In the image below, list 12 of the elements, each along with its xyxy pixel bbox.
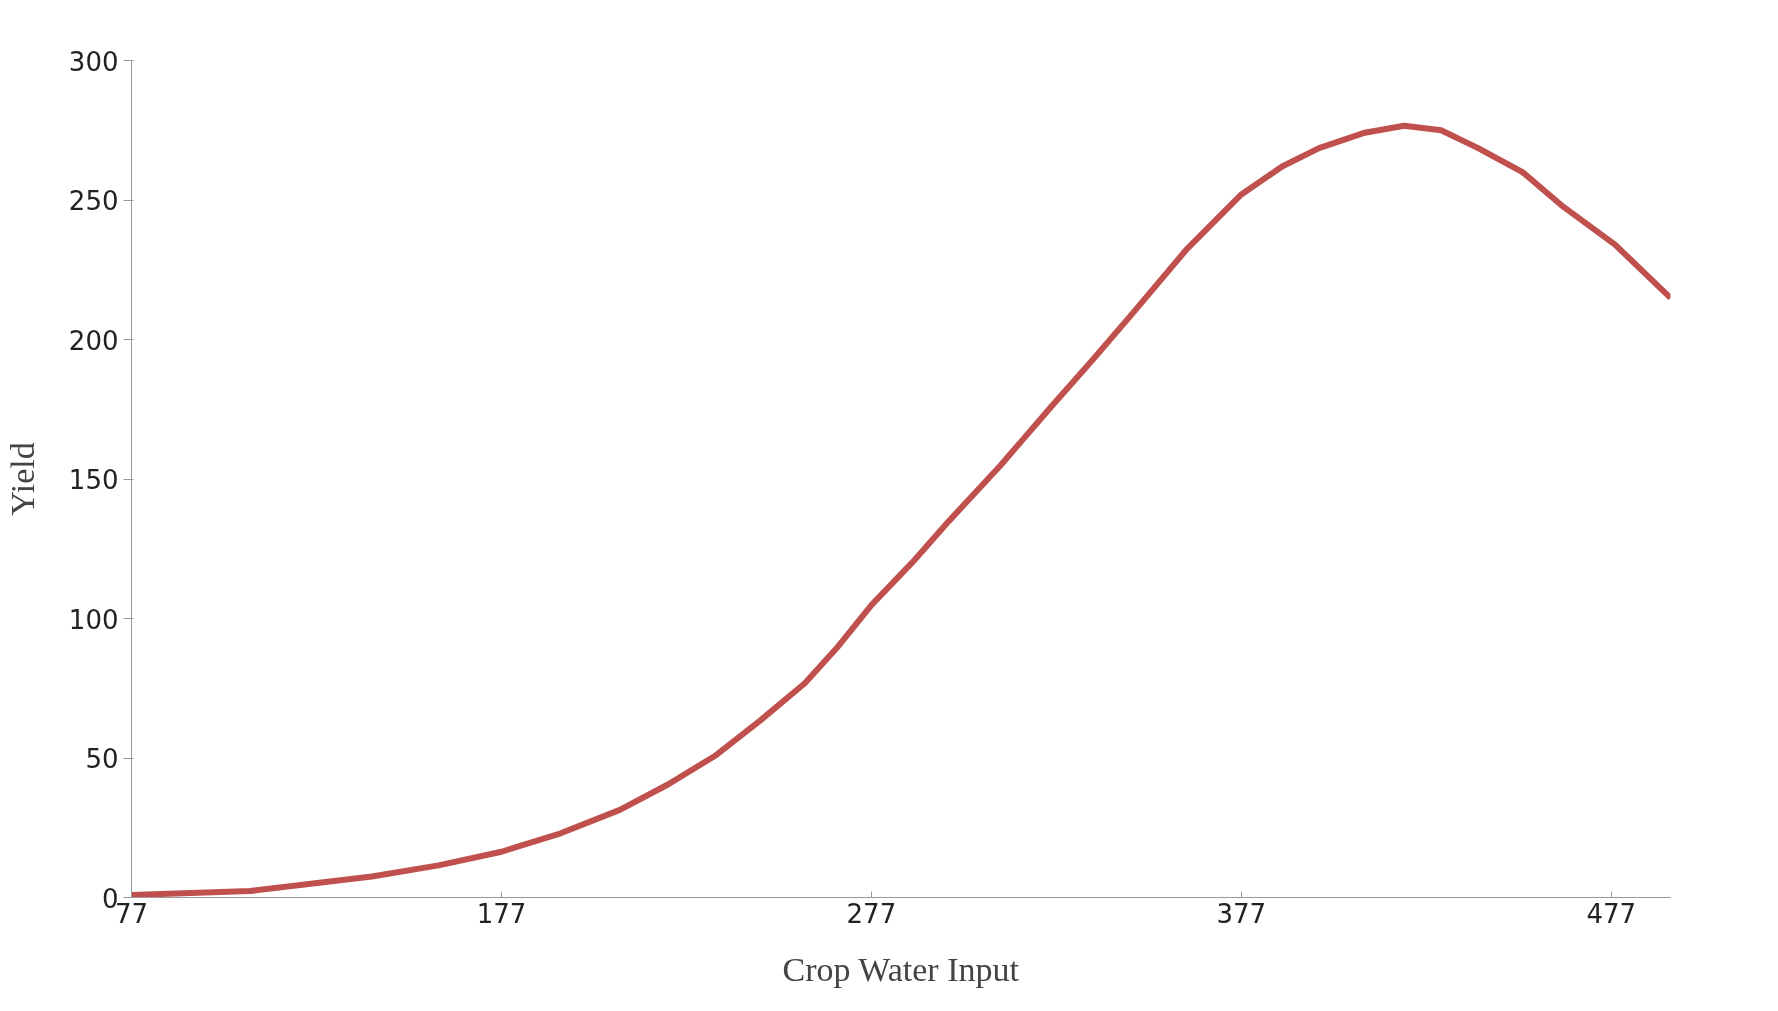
y-tick-label: 300 [68,46,119,77]
y-tick-label: 50 [85,744,119,774]
y-tick-label: 250 [68,186,119,216]
y-axis-title: Yield [3,442,41,516]
x-tick-label: 277 [846,898,897,929]
y-tick-label: 150 [68,465,119,495]
x-tick-label: 177 [476,898,527,929]
y-tick-label: 100 [68,604,119,635]
y-tick-label: 200 [68,325,119,356]
x-axis-title: Crop Water Input [782,950,1020,988]
x-tick-label: 477 [1586,898,1637,929]
x-tick-label: 377 [1216,898,1267,929]
